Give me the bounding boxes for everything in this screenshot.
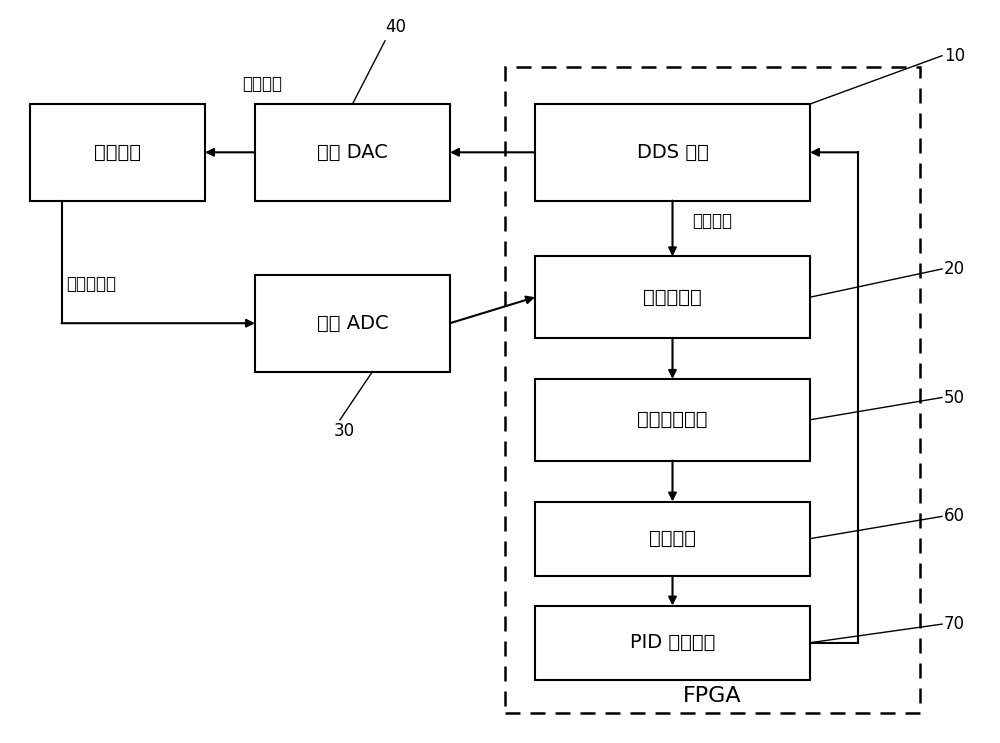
Text: FPGA: FPGA [683,686,742,706]
Bar [505,67,920,713]
Text: 60: 60 [944,507,965,525]
Text: 30: 30 [334,422,355,440]
Text: 10: 10 [944,47,965,65]
Text: PID 闭环控制: PID 闭环控制 [630,633,715,652]
Text: 原子气室: 原子气室 [94,143,141,162]
Text: 高速 DAC: 高速 DAC [317,143,388,162]
Bar [255,104,450,201]
Bar [535,379,810,461]
Bar [535,104,810,201]
Text: 激励信号: 激励信号 [243,75,283,93]
Bar [255,275,450,372]
Bar [30,104,205,201]
Text: DDS 内核: DDS 内核 [637,143,708,162]
Bar [535,256,810,338]
Text: 20: 20 [944,260,965,278]
Bar [535,606,810,680]
Text: 相位补偿: 相位补偿 [649,529,696,548]
Text: 数字相关运算: 数字相关运算 [637,410,708,429]
Text: 变参数控制: 变参数控制 [643,288,702,307]
Text: 参考信号: 参考信号 [693,212,733,230]
Text: 磁共振信号: 磁共振信号 [66,276,116,293]
Text: 70: 70 [944,615,965,633]
Text: 40: 40 [385,18,406,36]
Text: 50: 50 [944,389,965,406]
Text: 高速 ADC: 高速 ADC [317,314,388,333]
Bar [535,502,810,576]
